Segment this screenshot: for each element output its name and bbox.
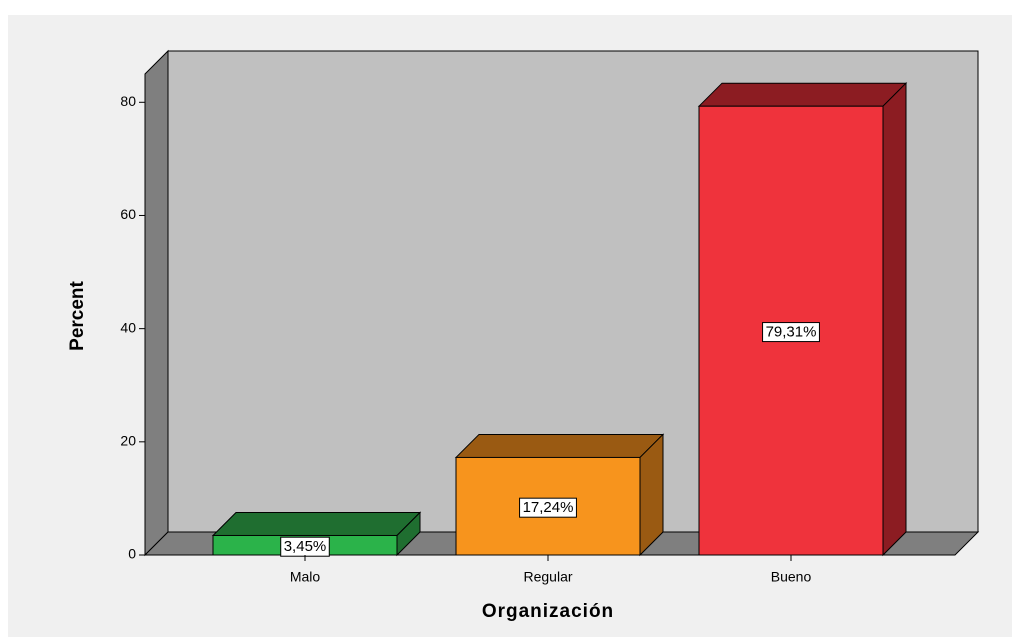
x-tick-label: Bueno	[771, 569, 812, 585]
bar-top	[454, 433, 665, 458]
y-tick-label: 20	[120, 433, 136, 449]
bar-side	[882, 81, 907, 557]
bar-top	[697, 82, 908, 107]
left-wall	[144, 49, 169, 557]
x-tick-label: Malo	[290, 569, 321, 585]
bar	[454, 433, 665, 557]
x-axis-title: Organización	[482, 601, 614, 622]
bar	[697, 81, 908, 557]
y-axis-title: Percent	[67, 280, 88, 350]
y-tick-label: 0	[128, 546, 136, 562]
bar-top	[211, 511, 422, 536]
value-label: 3,45%	[284, 538, 327, 555]
y-tick-label: 60	[120, 206, 136, 222]
value-label-box	[762, 322, 820, 343]
y-tick-label: 80	[120, 93, 136, 109]
x-tick-label: Regular	[523, 569, 572, 585]
value-label: 17,24%	[523, 499, 574, 516]
y-tick-label: 40	[120, 319, 136, 335]
value-label: 79,31%	[766, 324, 817, 341]
value-label-box	[519, 497, 577, 518]
